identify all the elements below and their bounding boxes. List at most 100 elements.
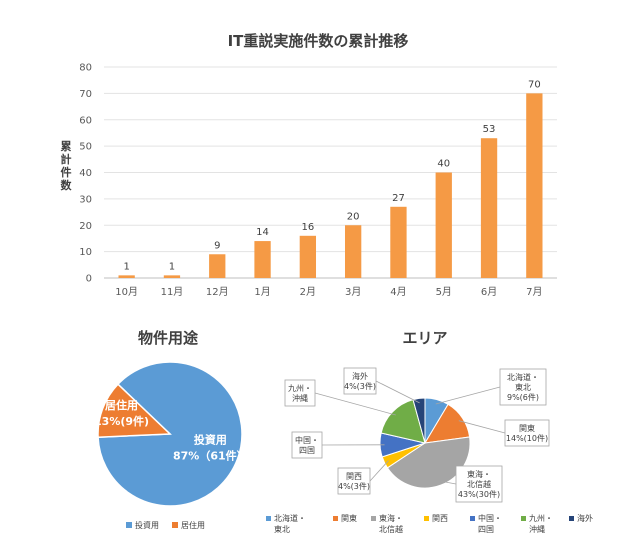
bar-y-tick-label: 40: [79, 168, 92, 179]
bar-y-tick-label: 70: [79, 89, 92, 100]
pie-area-callout-box: [499, 368, 547, 406]
pie-area-callout-box: [337, 467, 371, 495]
bar-x-tick-label: 2月: [300, 286, 316, 298]
pie-area-callout-box: [291, 431, 323, 459]
pie-area-callouts: 北海道・東北9%(6件)関東14%(10件)東海・北信越43%(30件)関西4%…: [284, 367, 550, 503]
pie-area-legend-swatch: [424, 516, 429, 521]
pie-area-legend-label-line1: 関西: [432, 514, 448, 523]
pie-usage-legend-label: 投資用: [135, 520, 159, 530]
pie-area-callout-text: 43%(30件): [458, 489, 500, 499]
bar-y-tick-label: 0: [86, 274, 92, 285]
pie-usage-legend-swatch: [172, 522, 178, 528]
bar: [480, 138, 498, 278]
bar-x-tick-label: 5月: [436, 286, 452, 298]
bar-x-tick-label: 12月: [206, 286, 229, 298]
pie-usage-legend-swatch: [126, 522, 132, 528]
pie-area-title: エリア: [402, 329, 447, 347]
pie-usage-slice-value: 13%(9件): [94, 414, 149, 428]
bar-y-axis-label-char: 計: [61, 152, 72, 166]
pie-area-slices: [379, 397, 471, 489]
pie-area-callout-text: 4%(3件): [344, 381, 376, 391]
pie-area-legend-swatch: [569, 516, 574, 521]
pie-usage-slice-value: 87%（61件）: [173, 448, 248, 462]
bar-x-tick-label: 1月: [254, 286, 270, 298]
bar-y-tick-label: 60: [79, 115, 92, 126]
pie-area-callout-text: 九州・: [288, 384, 312, 393]
pie-area-callout-box: [284, 379, 316, 407]
pie-area-legend-label-line1: 中国・: [478, 513, 502, 523]
pie-area-leader-line: [458, 420, 506, 434]
pie-area-legend-label-line1: 東海・: [379, 513, 403, 523]
pie-area-callout-text: 東海・: [467, 469, 491, 479]
pie-area-callout-text: 北信越: [467, 479, 491, 489]
pie-area-legend-label-line1: 九州・: [529, 514, 553, 523]
bar-gridlines: [104, 66, 557, 279]
bar: [526, 93, 543, 278]
pie-area-slice: [386, 436, 471, 489]
bar-data-label: 20: [347, 211, 360, 222]
bar-x-tick-label: 7月: [526, 286, 542, 298]
bar-y-tick-label: 20: [79, 221, 92, 232]
pie-area-leader-line: [375, 380, 420, 404]
pie-area-legend-label-line2: 沖縄: [529, 524, 545, 534]
pie-usage-slice: [97, 383, 172, 439]
bar-y-tick-label: 30: [79, 194, 92, 205]
bar-bars: 1 1 9 14 16 20 27 40 53 70: [118, 79, 543, 278]
bar: [118, 275, 135, 278]
pie-area-legend-label-line2: 東北: [274, 524, 290, 534]
pie-area-leader-line: [369, 460, 389, 482]
bar-data-label: 53: [483, 124, 496, 135]
pie-usage-title: 物件用途: [138, 329, 199, 347]
bar-x-tick-label: 6月: [481, 286, 497, 298]
pie-area-leader-line: [439, 480, 457, 485]
pie-area-callout-text: 東北: [515, 382, 531, 392]
pie-area-legend: 北海道・東北 関東 東海・北信越 関西 中国・四国 九州・沖縄 海外: [266, 513, 593, 534]
bar-data-label: 1: [169, 261, 175, 272]
pie-area-callout-box: [343, 367, 377, 395]
bar-y-tick-label: 10: [79, 247, 92, 258]
bar-y-axis-label-char: 累: [61, 140, 72, 153]
pie-usage-slice-name: 居住用: [105, 398, 138, 412]
bar: [209, 254, 226, 278]
pie-area-callout-box: [455, 465, 503, 503]
pie-area-chart: エリア 北海道・東北9%(6件)関東14%(10件)東海・北信越43%(30件)…: [266, 329, 593, 534]
bar-y-ticks: 0 10 20 30 40 50 60 70 80: [79, 63, 92, 285]
bar-chart-title: IT重説実施件数の累計推移: [228, 32, 409, 50]
pie-area-slice: [380, 399, 426, 444]
pie-area-legend-label-line2: 四国: [478, 525, 494, 534]
pie-usage-slice-name: 投資用: [194, 432, 227, 446]
pie-area-leader-line: [314, 392, 396, 416]
pie-area-leader-line: [435, 386, 501, 405]
bar-data-label: 27: [392, 193, 405, 204]
pie-usage-legend: 投資用 居住用: [126, 520, 205, 530]
pie-usage-labels: 投資用 87%（61件） 居住用 13%(9件): [94, 398, 248, 463]
bar-data-label: 70: [528, 79, 541, 90]
pie-area-callout-text: 北海道・: [507, 372, 539, 382]
pie-area-legend-swatch: [333, 516, 338, 521]
pie-area-legend-swatch: [266, 516, 271, 521]
pie-area-callout-text: 関西: [346, 472, 362, 481]
bar-y-tick-label: 80: [79, 63, 92, 74]
pie-area-legend-label-line1: 北海道・: [274, 513, 306, 523]
bar-x-tick-label: 3月: [345, 286, 361, 298]
bar: [163, 275, 181, 278]
pie-usage-legend-label: 居住用: [181, 520, 205, 530]
pie-area-callout-text: 四国: [299, 446, 315, 455]
pie-area-callout-text: 海外: [352, 371, 368, 381]
pie-area-legend-label-line1: 関東: [341, 513, 357, 523]
pie-usage-slices: [97, 361, 243, 507]
bar-data-label: 9: [214, 240, 220, 251]
bar-x-tick-label: 4月: [390, 286, 406, 298]
bar: [299, 235, 317, 278]
pie-area-legend-swatch: [371, 516, 376, 521]
pie-area-callout-text: 沖縄: [292, 393, 308, 403]
pie-area-callout-text: 4%(3件): [338, 481, 370, 491]
pie-area-legend-label-line1: 海外: [577, 513, 593, 523]
bar-y-tick-label: 50: [79, 142, 92, 153]
pie-area-callout-box: [504, 419, 550, 447]
bar-y-axis-label-char: 件: [61, 165, 72, 179]
pie-area-callout-text: 14%(10件): [506, 433, 548, 443]
